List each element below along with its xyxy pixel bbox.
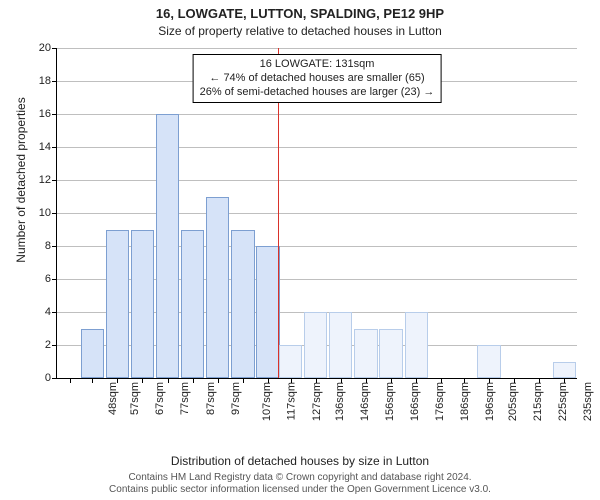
x-tick-mark xyxy=(489,378,490,383)
x-tick-mark xyxy=(366,378,367,383)
x-tick-label: 235sqm xyxy=(582,382,594,421)
histogram-bar xyxy=(131,230,154,379)
y-tick-label: 4 xyxy=(45,306,51,318)
x-tick-label: 146sqm xyxy=(359,382,371,421)
histogram-bar xyxy=(181,230,204,379)
x-axis-label: Distribution of detached houses by size … xyxy=(0,454,600,468)
x-tick-mark xyxy=(142,378,143,383)
annotation-line3: 26% of semi-detached houses are larger (… xyxy=(200,86,435,100)
y-tick-mark xyxy=(52,180,57,181)
grid-line xyxy=(57,114,577,115)
y-tick-mark xyxy=(52,378,57,379)
annotation-line1: 16 LOWGATE: 131sqm xyxy=(200,58,435,72)
y-tick-mark xyxy=(52,246,57,247)
x-tick-label: 166sqm xyxy=(409,382,421,421)
x-tick-mark xyxy=(539,378,540,383)
x-tick-mark xyxy=(268,378,269,383)
y-tick-label: 14 xyxy=(39,141,51,153)
grid-line xyxy=(57,48,577,49)
x-tick-mark xyxy=(316,378,317,383)
annotation-box: 16 LOWGATE: 131sqm ← 74% of detached hou… xyxy=(193,54,442,103)
grid-line xyxy=(57,213,577,214)
x-tick-mark xyxy=(464,378,465,383)
x-tick-mark xyxy=(243,378,244,383)
x-tick-label: 48sqm xyxy=(107,382,119,415)
x-tick-label: 215sqm xyxy=(532,382,544,421)
x-tick-label: 205sqm xyxy=(507,382,519,421)
chart-container: 16, LOWGATE, LUTTON, SPALDING, PE12 9HP … xyxy=(0,0,600,500)
x-tick-mark xyxy=(70,378,71,383)
chart-title: 16, LOWGATE, LUTTON, SPALDING, PE12 9HP xyxy=(0,6,600,21)
x-tick-label: 186sqm xyxy=(459,382,471,421)
x-tick-label: 225sqm xyxy=(557,382,569,421)
x-tick-mark xyxy=(416,378,417,383)
attribution-line1: Contains HM Land Registry data © Crown c… xyxy=(0,472,600,484)
histogram-bar xyxy=(106,230,129,379)
x-tick-mark xyxy=(193,378,194,383)
x-tick-label: 136sqm xyxy=(334,382,346,421)
x-tick-label: 107sqm xyxy=(261,382,273,421)
attribution-line2: Contains public sector information licen… xyxy=(0,484,600,496)
y-tick-mark xyxy=(52,147,57,148)
attribution: Contains HM Land Registry data © Crown c… xyxy=(0,472,600,496)
y-tick-mark xyxy=(52,279,57,280)
grid-line xyxy=(57,147,577,148)
y-tick-mark xyxy=(52,81,57,82)
grid-line xyxy=(57,180,577,181)
y-tick-label: 10 xyxy=(39,207,51,219)
plot-area: 0246810121416182048sqm57sqm67sqm77sqm87s… xyxy=(56,48,577,379)
x-tick-mark xyxy=(514,378,515,383)
chart-subtitle: Size of property relative to detached ho… xyxy=(0,24,600,38)
histogram-bar xyxy=(279,345,302,378)
x-tick-mark xyxy=(341,378,342,383)
x-tick-mark xyxy=(168,378,169,383)
x-tick-label: 176sqm xyxy=(434,382,446,421)
histogram-bar xyxy=(81,329,104,379)
y-tick-label: 8 xyxy=(45,240,51,252)
x-tick-mark xyxy=(117,378,118,383)
x-tick-label: 117sqm xyxy=(285,382,297,420)
y-tick-label: 12 xyxy=(39,174,51,186)
histogram-bar xyxy=(206,197,229,379)
histogram-bar xyxy=(354,329,377,379)
x-tick-label: 156sqm xyxy=(384,382,396,421)
y-tick-label: 0 xyxy=(45,372,51,384)
y-tick-mark xyxy=(52,345,57,346)
y-tick-mark xyxy=(52,48,57,49)
y-tick-mark xyxy=(52,312,57,313)
y-tick-label: 2 xyxy=(45,339,51,351)
y-tick-label: 20 xyxy=(39,42,51,54)
y-tick-label: 18 xyxy=(39,75,51,87)
x-tick-label: 67sqm xyxy=(154,382,166,415)
x-tick-label: 196sqm xyxy=(484,382,496,421)
histogram-bar xyxy=(379,329,402,379)
histogram-bar xyxy=(231,230,254,379)
histogram-bar xyxy=(256,246,279,378)
x-tick-label: 57sqm xyxy=(129,382,141,415)
x-tick-label: 77sqm xyxy=(179,382,191,415)
x-tick-mark xyxy=(391,378,392,383)
x-tick-label: 127sqm xyxy=(311,382,323,421)
y-tick-mark xyxy=(52,114,57,115)
histogram-bar xyxy=(304,312,327,378)
histogram-bar xyxy=(477,345,500,378)
y-tick-label: 16 xyxy=(39,108,51,120)
x-tick-mark xyxy=(564,378,565,383)
histogram-bar xyxy=(553,362,576,379)
x-tick-label: 97sqm xyxy=(230,382,242,415)
y-axis-label: Number of detached properties xyxy=(14,40,28,320)
histogram-bar xyxy=(329,312,352,378)
x-tick-mark xyxy=(291,378,292,383)
x-tick-mark xyxy=(218,378,219,383)
x-tick-label: 87sqm xyxy=(205,382,217,415)
annotation-line2: ← 74% of detached houses are smaller (65… xyxy=(200,72,435,86)
y-tick-mark xyxy=(52,213,57,214)
x-tick-mark xyxy=(441,378,442,383)
histogram-bar xyxy=(156,114,179,378)
histogram-bar xyxy=(405,312,428,378)
x-tick-mark xyxy=(92,378,93,383)
y-tick-label: 6 xyxy=(45,273,51,285)
